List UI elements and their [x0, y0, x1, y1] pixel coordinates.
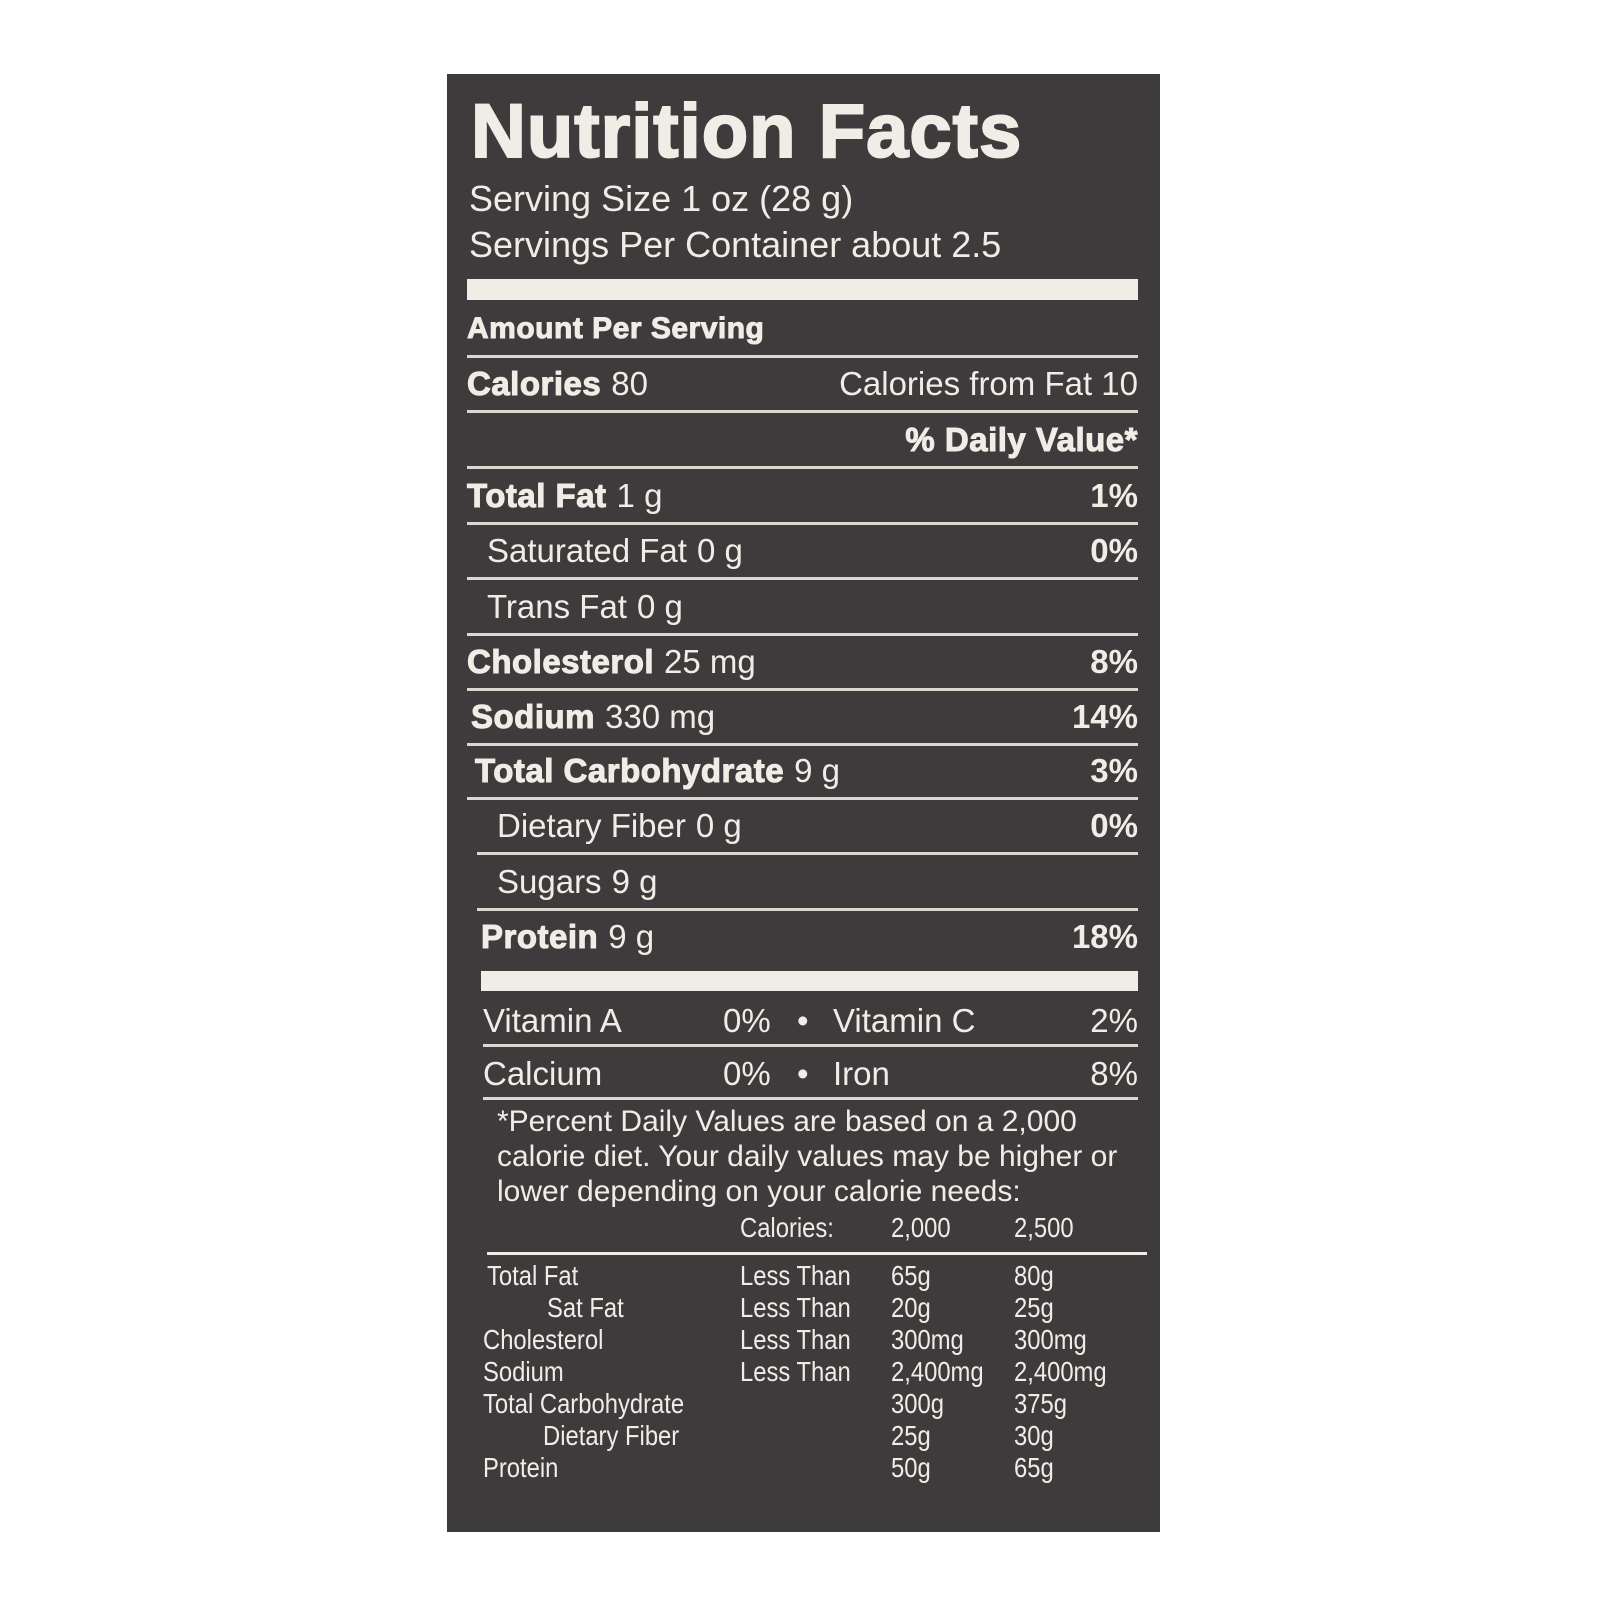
table-value: 20g: [891, 1292, 931, 1323]
nutrient-amount: 330 mg: [605, 698, 716, 735]
calories-value: 80: [611, 365, 648, 402]
nutrient-dv: 14%: [1071, 698, 1138, 735]
table-value: 2,400mg: [1014, 1356, 1107, 1387]
nutrient-amount: 0 g: [695, 807, 742, 844]
bullet-separator: •: [797, 1002, 809, 1039]
nutrient-row: Cholesterol 25 mg 8%: [466, 636, 1138, 691]
nutrient-row: Sodium 330 mg 14%: [467, 691, 1138, 746]
calories-row: Calories 80 Calories from Fat 10: [466, 358, 1138, 413]
daily-value-header-row: % Daily Value*: [467, 414, 1138, 469]
vitamin-label: Calcium: [483, 1055, 603, 1092]
nutrient-dv: 18%: [1071, 918, 1138, 955]
vitamin-dv: 0%: [723, 1055, 771, 1092]
nutrient-label: Dietary Fiber: [497, 807, 686, 844]
table-nutrient: Sat Fat: [547, 1292, 624, 1323]
serving-size: Serving Size 1 oz (28 g): [469, 178, 854, 219]
table-nutrient: Total Fat: [487, 1260, 579, 1291]
nutrient-row: Saturated Fat 0 g 0%: [467, 525, 1138, 580]
nutrient-amount: 1 g: [616, 477, 663, 514]
nutrient-amount: 9 g: [611, 863, 658, 900]
table-value: 80g: [1014, 1260, 1054, 1291]
nutrient-row: Protein 9 g 18%: [480, 911, 1138, 963]
vitamin-label: Iron: [833, 1055, 890, 1092]
table-value: 2,400mg: [891, 1356, 984, 1387]
nutrient-label: Saturated Fat: [487, 532, 687, 569]
table-nutrient: Dietary Fiber: [543, 1420, 680, 1451]
vitamin-row: Vitamin A 0% • Vitamin C 2%: [483, 994, 1138, 1047]
table-value: Less Than: [740, 1260, 851, 1291]
nutrient-row: Total Carbohydrate 9 g 3%: [467, 745, 1138, 800]
calories-from-fat: Calories from Fat 10: [839, 365, 1138, 402]
table-value: 65g: [891, 1260, 931, 1291]
nutrient-dv: 0%: [1090, 807, 1138, 844]
table-header: Calories:: [740, 1212, 834, 1243]
nutrient-amount: 25 mg: [664, 643, 756, 680]
nutrition-facts-panel: Nutrition Facts Serving Size 1 oz (28 g)…: [447, 74, 1160, 1532]
table-nutrient: Cholesterol: [483, 1324, 604, 1355]
table-nutrient: Total Carbohydrate: [483, 1388, 685, 1419]
table-value: Less Than: [740, 1292, 851, 1323]
nutrient-row: Total Fat 1 g 1%: [467, 470, 1138, 525]
nutrient-row: Trans Fat 0 g: [467, 581, 1138, 636]
table-nutrient: Protein: [483, 1452, 559, 1483]
table-value: 25g: [891, 1420, 931, 1451]
footnote: *Percent Daily Values are based on a 2,0…: [497, 1105, 1118, 1208]
amount-per-serving: Amount Per Serving: [466, 312, 765, 346]
table-value: 300mg: [891, 1324, 964, 1355]
amount-per-serving-row: Amount Per Serving: [466, 303, 1138, 358]
calories-label: Calories: [466, 365, 602, 403]
title: Nutrition Facts: [470, 88, 1023, 175]
table-value: 65g: [1014, 1452, 1054, 1483]
table-value: Less Than: [740, 1356, 851, 1387]
table-value: 50g: [891, 1452, 931, 1483]
nutrient-row: Sugars 9 g: [477, 856, 1138, 911]
table-divider: [487, 1252, 1147, 1255]
bullet-separator: •: [797, 1055, 809, 1092]
daily-value-header: % Daily Value*: [905, 421, 1138, 459]
table-value: 25g: [1014, 1292, 1054, 1323]
nutrient-dv: 1%: [1090, 477, 1138, 514]
nutrient-label: Protein: [480, 918, 599, 956]
table-nutrient: Sodium: [483, 1356, 564, 1387]
nutrient-amount: 0 g: [696, 532, 743, 569]
servings-per-container: Servings Per Container about 2.5: [469, 224, 1002, 265]
thick-divider: [481, 971, 1138, 991]
vitamin-label: Vitamin C: [833, 1002, 976, 1039]
vitamin-dv: 0%: [723, 1002, 771, 1039]
vitamin-dv: 8%: [1090, 1055, 1138, 1092]
table-value: 300g: [891, 1388, 944, 1419]
table-value: 300mg: [1014, 1324, 1087, 1355]
table-value: Less Than: [740, 1324, 851, 1355]
nutrient-dv: 0%: [1090, 532, 1138, 569]
nutrient-label: Sodium: [471, 698, 596, 736]
table-header: 2,000: [891, 1212, 951, 1243]
thick-divider: [467, 279, 1138, 300]
vitamin-label: Vitamin A: [483, 1002, 622, 1039]
nutrient-row: Dietary Fiber 0 g 0%: [477, 800, 1138, 855]
nutrient-label: Cholesterol: [466, 643, 655, 681]
table-header: 2,500: [1014, 1212, 1074, 1243]
table-value: 30g: [1014, 1420, 1054, 1451]
nutrient-label: Total Carbohydrate: [474, 752, 785, 790]
nutrient-amount: 9 g: [608, 918, 655, 955]
nutrient-amount: 9 g: [794, 752, 840, 789]
table-value: 375g: [1014, 1388, 1067, 1419]
vitamin-dv: 2%: [1090, 1002, 1138, 1039]
nutrient-dv: 3%: [1090, 752, 1138, 789]
nutrient-amount: 0 g: [636, 588, 683, 625]
nutrient-label: Sugars: [497, 863, 602, 900]
nutrient-dv: 8%: [1090, 643, 1138, 680]
vitamin-row: Calcium 0% • Iron 8%: [483, 1047, 1138, 1100]
nutrient-label: Trans Fat: [487, 588, 627, 625]
nutrient-label: Total Fat: [467, 477, 607, 515]
